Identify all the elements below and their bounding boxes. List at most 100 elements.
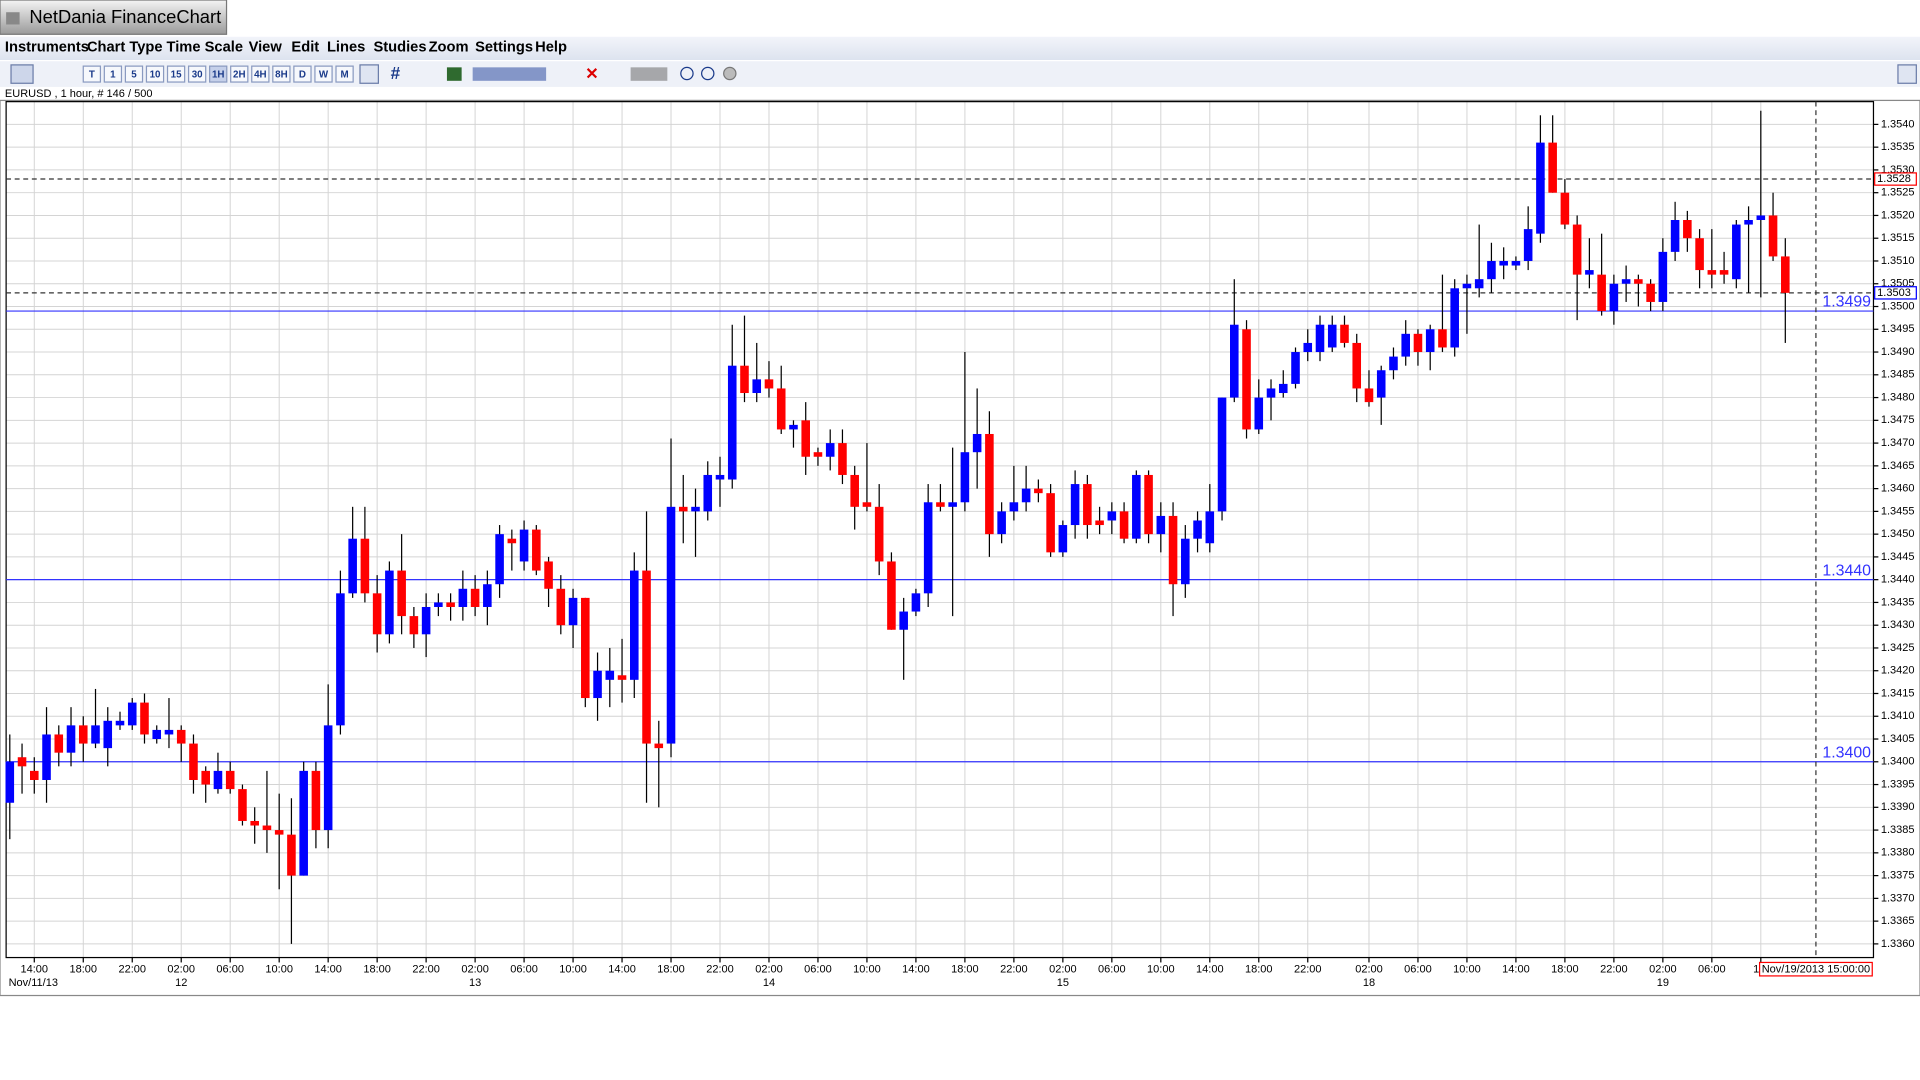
y-tick-label: 1.3480 — [1881, 391, 1915, 403]
toolbar-button[interactable] — [251, 65, 270, 83]
candle-body — [446, 602, 455, 607]
toolbar-button-label[interactable]: T — [89, 69, 95, 80]
tool-icon[interactable] — [446, 67, 462, 81]
y-tick-label: 1.3375 — [1881, 870, 1915, 882]
candle-body — [740, 365, 749, 394]
toolbar-button-label[interactable]: D — [299, 69, 306, 80]
toolbar-button[interactable] — [103, 65, 123, 83]
tool-icon[interactable] — [1897, 64, 1917, 84]
candle-body — [1487, 260, 1496, 280]
candle-body — [1315, 324, 1325, 353]
menu-item[interactable]: Edit — [291, 40, 319, 56]
candle-body — [997, 511, 1006, 535]
tool-icon[interactable] — [472, 67, 547, 81]
tool-icon[interactable] — [630, 67, 668, 81]
candle-body — [715, 474, 725, 480]
toolbar-button[interactable] — [209, 65, 228, 83]
x-tick-label: 06:00 — [1404, 964, 1432, 976]
menu-item[interactable]: Studies — [373, 40, 426, 56]
toolbar-button-label[interactable]: W — [319, 69, 329, 80]
x-tick-label: 18:00 — [657, 964, 685, 976]
toolbar-button[interactable] — [293, 65, 312, 83]
candle-body — [360, 538, 370, 594]
candle-body — [1181, 538, 1190, 585]
candle-body — [1340, 324, 1349, 343]
toolbar-button-label[interactable]: 15 — [171, 69, 182, 80]
x-tick-label: 14:00 — [1502, 964, 1530, 976]
candle-body — [299, 770, 308, 876]
menu-item[interactable]: View — [249, 40, 283, 56]
candle-body — [1438, 329, 1447, 348]
toolbar-button-label[interactable]: 4H — [254, 69, 267, 80]
level-label: 1.3400 — [1822, 744, 1871, 761]
menu-item[interactable]: Help — [535, 40, 567, 56]
x-tick-label: 22:00 — [1294, 964, 1322, 976]
candle-body — [544, 561, 553, 589]
toolbar-button-label[interactable]: 30 — [192, 69, 203, 80]
candle-body — [1107, 511, 1117, 521]
y-tick-label: 1.3475 — [1881, 414, 1915, 426]
candle-body — [936, 502, 945, 507]
y-tick-label: 1.3470 — [1881, 437, 1915, 449]
candle-body — [1781, 256, 1790, 293]
zoom-reset[interactable] — [723, 66, 737, 81]
candle-body — [1707, 270, 1717, 275]
date-label: 19 — [1657, 977, 1669, 989]
menu-item[interactable]: Chart Type — [87, 40, 163, 56]
menu-item[interactable]: Time Scale — [167, 40, 243, 56]
candle-body — [458, 588, 468, 607]
toolbar-button[interactable] — [314, 65, 333, 83]
y-tick-label: 1.3520 — [1881, 209, 1915, 221]
candle-body — [1132, 474, 1141, 539]
toolbar-button-label[interactable]: 10 — [150, 69, 161, 80]
candle-body — [1462, 283, 1472, 289]
candle-body — [899, 611, 908, 630]
x-tick-label: 22:00 — [1000, 964, 1028, 976]
title-tab — [0, 0, 228, 35]
candle-body — [801, 420, 810, 457]
x-tick-label: 22:00 — [412, 964, 440, 976]
x-tick-label: 10:00 — [853, 964, 881, 976]
toolbar-button[interactable] — [124, 65, 144, 83]
menu-item[interactable]: Lines — [327, 40, 365, 56]
toolbar-button[interactable] — [230, 65, 249, 83]
price-marker-label: 1.3528 — [1877, 173, 1911, 185]
toolbar-button[interactable] — [166, 65, 186, 83]
toolbar-button-label[interactable]: 1 — [110, 69, 116, 80]
candle-body — [752, 379, 762, 394]
candle-body — [519, 529, 529, 562]
toolbar-button[interactable] — [272, 65, 291, 83]
x-tick-label: 18:00 — [1245, 964, 1273, 976]
toolbar-button[interactable] — [335, 65, 354, 83]
candle-body — [1695, 238, 1704, 271]
tool-icon[interactable] — [359, 64, 379, 84]
tool-icon[interactable]: # — [391, 63, 401, 83]
menu-item[interactable]: Settings — [475, 40, 533, 56]
y-tick-label: 1.3495 — [1881, 323, 1915, 335]
toolbar-button-label[interactable]: 1H — [212, 69, 225, 80]
y-tick-label: 1.3485 — [1881, 369, 1915, 381]
menu-item[interactable]: Zoom — [429, 40, 469, 56]
y-tick-label: 1.3435 — [1881, 596, 1915, 608]
zoom-in[interactable] — [680, 66, 694, 81]
zoom-out[interactable] — [701, 66, 715, 81]
x-tick-label: 02:00 — [1355, 964, 1383, 976]
menu-item[interactable]: Instruments — [5, 40, 89, 56]
candle-body — [1646, 283, 1655, 302]
x-tick-label: 18:00 — [1551, 964, 1579, 976]
candle-body — [1474, 279, 1484, 289]
toolbar-button[interactable] — [145, 65, 165, 83]
toolbar-button-label[interactable]: 8H — [275, 69, 288, 80]
candle-body — [1291, 352, 1300, 384]
toolbar-button-label[interactable]: 2H — [233, 69, 246, 80]
tool-icon[interactable] — [10, 64, 34, 84]
tool-icon[interactable]: ✕ — [585, 66, 598, 83]
toolbar-button-label[interactable]: 5 — [131, 69, 137, 80]
candle-body — [862, 502, 872, 507]
toolbar-button[interactable] — [187, 65, 207, 83]
toolbar-button-label[interactable]: M — [340, 69, 348, 80]
candle-body — [678, 506, 688, 512]
candle-body — [1719, 270, 1729, 275]
toolbar-button[interactable] — [82, 65, 102, 83]
candle-body — [654, 743, 664, 749]
